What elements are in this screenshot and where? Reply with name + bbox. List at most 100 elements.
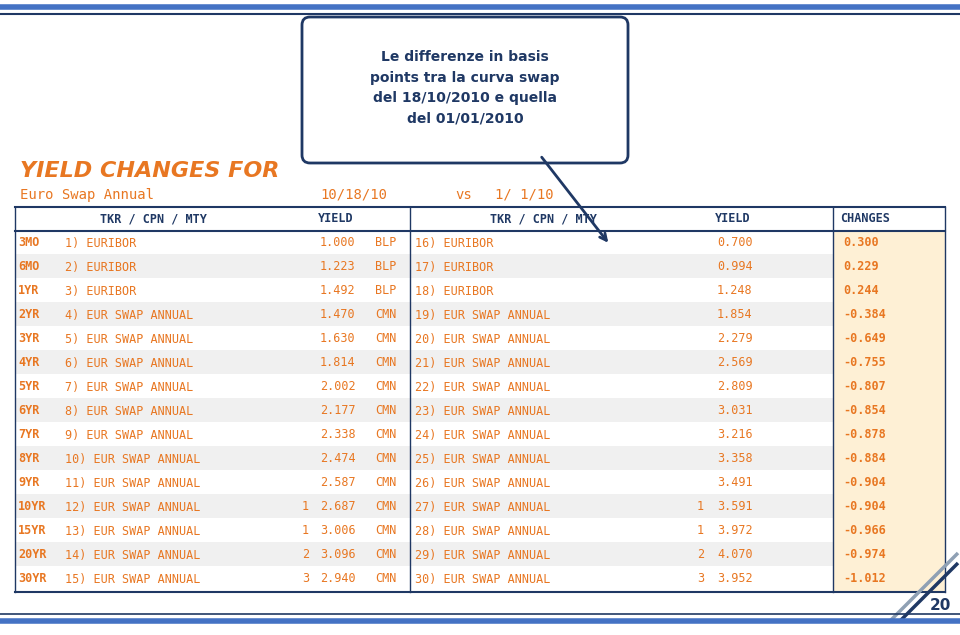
Text: 1.248: 1.248 — [717, 284, 753, 298]
Text: -0.966: -0.966 — [843, 525, 886, 537]
Text: 1.814: 1.814 — [320, 356, 355, 370]
Text: 5YR: 5YR — [18, 380, 39, 394]
Text: -0.904: -0.904 — [843, 500, 886, 514]
Text: CMN: CMN — [375, 309, 396, 321]
Text: TKR / CPN / MTY: TKR / CPN / MTY — [490, 213, 597, 225]
Text: BLP: BLP — [375, 236, 396, 250]
Text: 10) EUR SWAP ANNUAL: 10) EUR SWAP ANNUAL — [65, 453, 201, 465]
Text: Le differenze in basis
points tra la curva swap
del 18/10/2010 e quella
del 01/0: Le differenze in basis points tra la cur… — [371, 50, 560, 126]
Text: 3MO: 3MO — [18, 236, 39, 250]
Text: 1/ 1/10: 1/ 1/10 — [495, 188, 554, 202]
Text: 27) EUR SWAP ANNUAL: 27) EUR SWAP ANNUAL — [415, 500, 550, 514]
Text: 28) EUR SWAP ANNUAL: 28) EUR SWAP ANNUAL — [415, 525, 550, 537]
Text: 2) EURIBOR: 2) EURIBOR — [65, 260, 136, 274]
FancyBboxPatch shape — [833, 230, 945, 592]
FancyBboxPatch shape — [15, 350, 833, 374]
Text: 4) EUR SWAP ANNUAL: 4) EUR SWAP ANNUAL — [65, 309, 193, 321]
Text: CMN: CMN — [375, 429, 396, 441]
Text: 17) EURIBOR: 17) EURIBOR — [415, 260, 493, 274]
Text: CMN: CMN — [375, 525, 396, 537]
Text: 9) EUR SWAP ANNUAL: 9) EUR SWAP ANNUAL — [65, 429, 193, 441]
Text: 7YR: 7YR — [18, 429, 39, 441]
Text: 2.809: 2.809 — [717, 380, 753, 394]
Text: 4YR: 4YR — [18, 356, 39, 370]
Text: 3.096: 3.096 — [320, 549, 355, 561]
Text: 3.491: 3.491 — [717, 476, 753, 490]
Text: 3.031: 3.031 — [717, 404, 753, 417]
Text: 1.470: 1.470 — [320, 309, 355, 321]
Text: -0.878: -0.878 — [843, 429, 886, 441]
FancyBboxPatch shape — [15, 398, 833, 422]
Text: 30) EUR SWAP ANNUAL: 30) EUR SWAP ANNUAL — [415, 573, 550, 585]
Text: 1: 1 — [697, 525, 704, 537]
Text: -0.384: -0.384 — [843, 309, 886, 321]
Text: 21) EUR SWAP ANNUAL: 21) EUR SWAP ANNUAL — [415, 356, 550, 370]
Text: 1) EURIBOR: 1) EURIBOR — [65, 236, 136, 250]
Text: 3.972: 3.972 — [717, 525, 753, 537]
Text: YIELD: YIELD — [318, 213, 353, 225]
Text: 10/18/10: 10/18/10 — [320, 188, 387, 202]
Text: 3.591: 3.591 — [717, 500, 753, 514]
Text: 2.474: 2.474 — [320, 453, 355, 465]
Text: -0.974: -0.974 — [843, 549, 886, 561]
Text: CMN: CMN — [375, 453, 396, 465]
Text: 20: 20 — [929, 598, 950, 613]
Text: CMN: CMN — [375, 549, 396, 561]
Text: 6YR: 6YR — [18, 404, 39, 417]
Text: BLP: BLP — [375, 284, 396, 298]
Text: 14) EUR SWAP ANNUAL: 14) EUR SWAP ANNUAL — [65, 549, 201, 561]
Text: 1: 1 — [302, 525, 309, 537]
Text: 6) EUR SWAP ANNUAL: 6) EUR SWAP ANNUAL — [65, 356, 193, 370]
Text: 2.687: 2.687 — [320, 500, 355, 514]
Text: 1.630: 1.630 — [320, 333, 355, 345]
Text: 23) EUR SWAP ANNUAL: 23) EUR SWAP ANNUAL — [415, 404, 550, 417]
Text: YIELD: YIELD — [715, 213, 751, 225]
Text: 15) EUR SWAP ANNUAL: 15) EUR SWAP ANNUAL — [65, 573, 201, 585]
Text: 25) EUR SWAP ANNUAL: 25) EUR SWAP ANNUAL — [415, 453, 550, 465]
Text: 3: 3 — [302, 573, 309, 585]
Text: 0.300: 0.300 — [843, 236, 878, 250]
Text: 1.000: 1.000 — [320, 236, 355, 250]
FancyBboxPatch shape — [15, 494, 833, 518]
Text: 22) EUR SWAP ANNUAL: 22) EUR SWAP ANNUAL — [415, 380, 550, 394]
Text: 0.700: 0.700 — [717, 236, 753, 250]
Text: 3.216: 3.216 — [717, 429, 753, 441]
Text: 0.229: 0.229 — [843, 260, 878, 274]
FancyBboxPatch shape — [302, 17, 628, 163]
FancyBboxPatch shape — [15, 302, 833, 326]
Text: CHANGES: CHANGES — [840, 213, 890, 225]
FancyBboxPatch shape — [15, 254, 833, 278]
Text: 30YR: 30YR — [18, 573, 46, 585]
Text: 2.338: 2.338 — [320, 429, 355, 441]
Text: 26) EUR SWAP ANNUAL: 26) EUR SWAP ANNUAL — [415, 476, 550, 490]
Text: 2: 2 — [302, 549, 309, 561]
Text: -1.012: -1.012 — [843, 573, 886, 585]
Text: 13) EUR SWAP ANNUAL: 13) EUR SWAP ANNUAL — [65, 525, 201, 537]
Text: 3YR: 3YR — [18, 333, 39, 345]
Text: 10YR: 10YR — [18, 500, 46, 514]
Text: 15YR: 15YR — [18, 525, 46, 537]
Text: 2YR: 2YR — [18, 309, 39, 321]
Text: -0.854: -0.854 — [843, 404, 886, 417]
Text: CMN: CMN — [375, 404, 396, 417]
Text: 1: 1 — [302, 500, 309, 514]
Text: 11) EUR SWAP ANNUAL: 11) EUR SWAP ANNUAL — [65, 476, 201, 490]
FancyBboxPatch shape — [15, 542, 833, 566]
Text: 16) EURIBOR: 16) EURIBOR — [415, 236, 493, 250]
Text: 1.854: 1.854 — [717, 309, 753, 321]
Text: 1YR: 1YR — [18, 284, 39, 298]
Text: -0.884: -0.884 — [843, 453, 886, 465]
Text: CMN: CMN — [375, 573, 396, 585]
Text: 1.223: 1.223 — [320, 260, 355, 274]
Text: 3.006: 3.006 — [320, 525, 355, 537]
Text: 12) EUR SWAP ANNUAL: 12) EUR SWAP ANNUAL — [65, 500, 201, 514]
Text: 5) EUR SWAP ANNUAL: 5) EUR SWAP ANNUAL — [65, 333, 193, 345]
Text: 1: 1 — [697, 500, 704, 514]
Text: -0.807: -0.807 — [843, 380, 886, 394]
Text: 0.244: 0.244 — [843, 284, 878, 298]
Text: 2.587: 2.587 — [320, 476, 355, 490]
Text: 6MO: 6MO — [18, 260, 39, 274]
Text: 24) EUR SWAP ANNUAL: 24) EUR SWAP ANNUAL — [415, 429, 550, 441]
Text: Euro Swap Annual: Euro Swap Annual — [20, 188, 154, 202]
Text: TKR / CPN / MTY: TKR / CPN / MTY — [100, 213, 206, 225]
